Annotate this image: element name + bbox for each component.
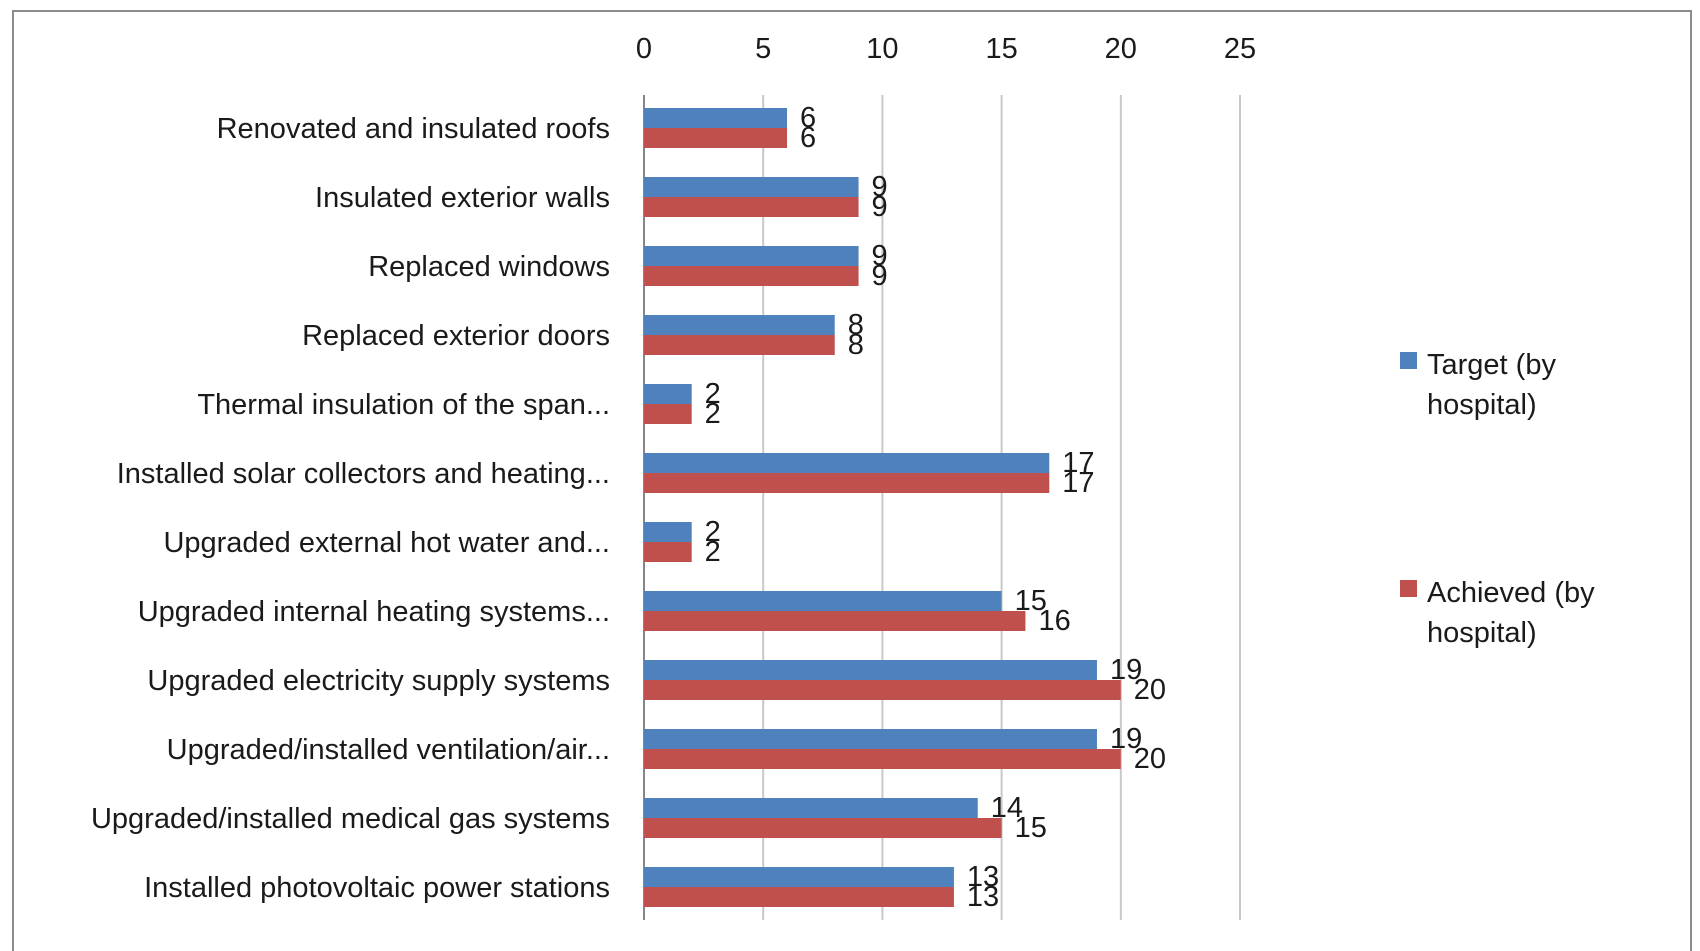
gridlines xyxy=(643,95,1241,920)
x-tick-label-10: 10 xyxy=(866,33,898,65)
target-bar xyxy=(644,177,859,197)
achieved-bar xyxy=(644,128,788,148)
target-bar xyxy=(644,591,1002,611)
target-bar xyxy=(644,315,835,335)
x-tick-label-20: 20 xyxy=(1105,33,1137,65)
achieved-value-label: 9 xyxy=(872,260,888,292)
legend-swatch-target xyxy=(1400,352,1417,369)
category-label: Upgraded electricity supply systems xyxy=(147,665,610,697)
target-value-label: 9 xyxy=(872,171,888,203)
category-label: Renovated and insulated roofs xyxy=(217,113,610,145)
target-bar xyxy=(644,729,1097,749)
target-bar xyxy=(644,246,859,266)
target-value-label: 14 xyxy=(991,792,1023,824)
legend: Target (by hospital) Achieved (by hospital) xyxy=(1400,349,1595,649)
x-axis-ticks: 0 5 10 15 20 25 xyxy=(636,33,1256,65)
x-tick-label-0: 0 xyxy=(636,33,652,65)
target-value-label: 15 xyxy=(1015,585,1047,617)
target-value-label: 6 xyxy=(800,102,816,134)
target-value-label: 8 xyxy=(848,309,864,341)
target-bar xyxy=(644,384,692,404)
achieved-value-label: 13 xyxy=(967,881,999,913)
legend-label: Target (by xyxy=(1427,349,1556,381)
target-bar xyxy=(644,660,1097,680)
achieved-value-label: 17 xyxy=(1062,467,1094,499)
target-value-label: 17 xyxy=(1062,447,1094,479)
achieved-bar xyxy=(644,542,692,562)
target-bar xyxy=(644,108,788,128)
target-value-label: 2 xyxy=(705,516,721,548)
achieved-bar xyxy=(644,611,1026,631)
achieved-bar xyxy=(644,266,859,286)
achieved-value-label: 20 xyxy=(1134,674,1166,706)
achieved-bar xyxy=(644,749,1121,769)
achieved-value-label: 15 xyxy=(1015,812,1047,844)
legend-label: hospital) xyxy=(1427,617,1537,649)
achieved-bar xyxy=(644,887,954,907)
achieved-bar xyxy=(644,818,1002,838)
achieved-bar xyxy=(644,197,859,217)
category-label: Installed photovoltaic power stations xyxy=(144,872,610,904)
x-tick-label-15: 15 xyxy=(985,33,1017,65)
category-label: Upgraded internal heating systems... xyxy=(138,596,610,628)
target-bar xyxy=(644,522,692,542)
category-label: Upgraded external hot water and... xyxy=(163,527,610,559)
category-label: Upgraded/installed medical gas systems xyxy=(91,803,610,835)
achieved-bar xyxy=(644,473,1050,493)
category-labels: Renovated and insulated roofs Insulated e… xyxy=(91,113,610,904)
x-tick-label-25: 25 xyxy=(1224,33,1256,65)
achieved-bar xyxy=(644,335,835,355)
achieved-value-label: 16 xyxy=(1038,605,1070,637)
achieved-value-label: 8 xyxy=(848,329,864,361)
achieved-value-label: 6 xyxy=(800,122,816,154)
achieved-value-label: 20 xyxy=(1134,743,1166,775)
achieved-bar xyxy=(644,680,1121,700)
category-label: Insulated exterior walls xyxy=(315,182,610,214)
target-bar xyxy=(644,798,978,818)
target-bar xyxy=(644,453,1050,473)
category-label: Thermal insulation of the span... xyxy=(197,389,610,421)
legend-label: hospital) xyxy=(1427,389,1537,421)
legend-swatch-achieved xyxy=(1400,580,1417,597)
category-label: Installed solar collectors and heating..… xyxy=(117,458,610,490)
achieved-value-label: 2 xyxy=(705,536,721,568)
achieved-value-label: 9 xyxy=(872,191,888,223)
achieved-bar xyxy=(644,404,692,424)
legend-label: Achieved (by xyxy=(1427,577,1595,609)
target-value-label: 9 xyxy=(872,240,888,272)
category-label: Replaced windows xyxy=(368,251,610,283)
target-value-label: 2 xyxy=(705,378,721,410)
target-value-label: 19 xyxy=(1110,654,1142,686)
target-value-label: 19 xyxy=(1110,723,1142,755)
category-label: Replaced exterior doors xyxy=(302,320,610,352)
achieved-value-label: 2 xyxy=(705,398,721,430)
bars xyxy=(644,108,1121,907)
x-tick-label-5: 5 xyxy=(755,33,771,65)
category-label: Upgraded/installed ventilation/air... xyxy=(167,734,610,766)
target-bar xyxy=(644,867,954,887)
target-value-label: 13 xyxy=(967,861,999,893)
